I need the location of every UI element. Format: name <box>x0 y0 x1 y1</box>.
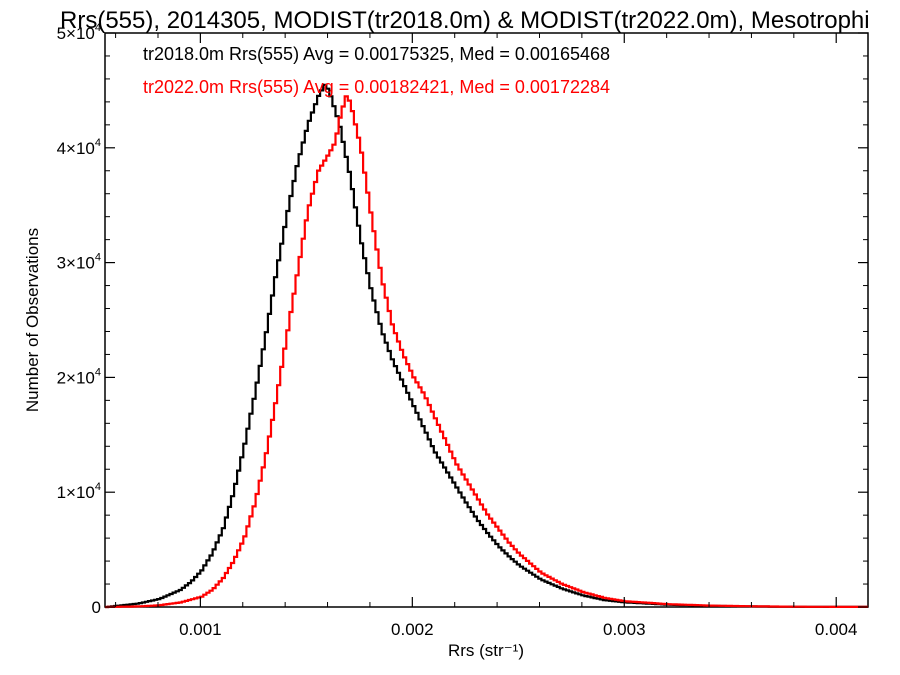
x-tick-label: 0.002 <box>391 620 434 639</box>
plot-frame <box>104 32 869 608</box>
y-tick-label: 1×104 <box>57 481 101 502</box>
series-line-1 <box>105 95 868 609</box>
plot-border <box>104 32 869 608</box>
y-axis-label: Number of Observations <box>23 228 42 412</box>
x-axis-label: Rrs (str⁻¹) <box>448 641 524 660</box>
x-tick-label: 0.003 <box>603 620 646 639</box>
y-tick-label: 5×104 <box>57 22 101 43</box>
series-layer <box>105 83 868 609</box>
chart-title: Rrs(555), 2014305, MODIST(tr2018.0m) & M… <box>60 7 870 34</box>
legend-entry-tr2022: tr2022.0m Rrs(555) Avg = 0.00182421, Med… <box>143 77 610 97</box>
axis-ticks: 0.001 0.002 0.003 0.004 0 1×104 2×104 3×104 4×10… <box>57 22 868 639</box>
series-line-0 <box>105 83 868 609</box>
x-tick-label: 0.004 <box>815 620 858 639</box>
legend-entry-tr2018: tr2018.0m Rrs(555) Avg = 0.00175325, Med… <box>143 44 610 64</box>
y-tick-label: 3×104 <box>57 252 101 273</box>
y-tick-label: 2×104 <box>57 366 101 387</box>
y-tick-label: 4×104 <box>57 137 101 158</box>
y-tick-label: 0 <box>92 598 101 617</box>
x-tick-label: 0.001 <box>179 620 222 639</box>
